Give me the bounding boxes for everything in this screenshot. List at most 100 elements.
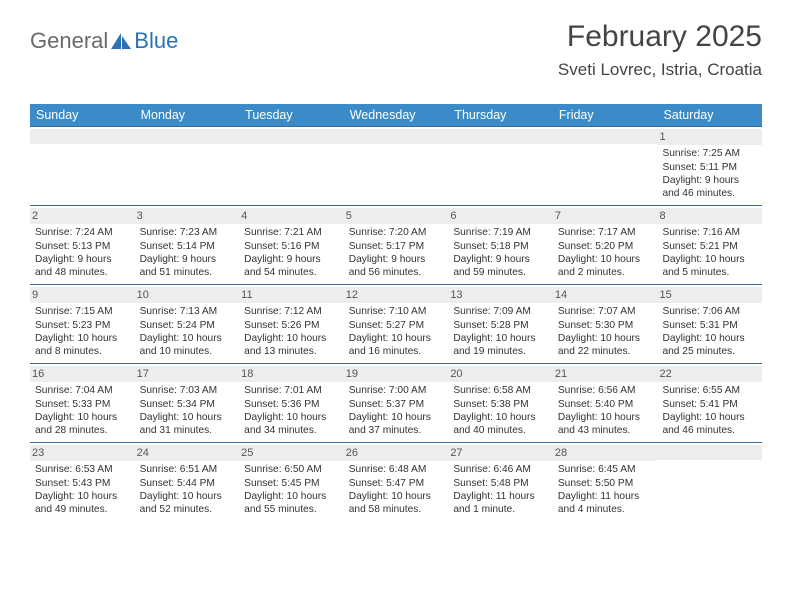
day-cell: 14Sunrise: 7:07 AMSunset: 5:30 PMDayligh…: [553, 285, 658, 363]
day-number: 10: [135, 287, 240, 303]
sunrise-text: Sunrise: 7:07 AM: [557, 305, 654, 318]
sunrise-text: Sunrise: 7:12 AM: [243, 305, 340, 318]
day-cell: 11Sunrise: 7:12 AMSunset: 5:26 PMDayligh…: [239, 285, 344, 363]
day-cell: 28Sunrise: 6:45 AMSunset: 5:50 PMDayligh…: [553, 443, 658, 521]
sunset-text: Sunset: 5:18 PM: [452, 240, 549, 253]
daylight-text: Daylight: 9 hours and 48 minutes.: [34, 253, 131, 280]
sunset-text: Sunset: 5:16 PM: [243, 240, 340, 253]
day-cell: 5Sunrise: 7:20 AMSunset: 5:17 PMDaylight…: [344, 206, 449, 284]
daylight-text: Daylight: 10 hours and 8 minutes.: [34, 332, 131, 359]
sunset-text: Sunset: 5:45 PM: [243, 477, 340, 490]
weekday-header-row: Sunday Monday Tuesday Wednesday Thursday…: [30, 104, 762, 126]
day-number: 27: [448, 445, 553, 461]
daylight-text: Daylight: 10 hours and 2 minutes.: [557, 253, 654, 280]
day-cell: 24Sunrise: 6:51 AMSunset: 5:44 PMDayligh…: [135, 443, 240, 521]
day-number: 2: [30, 208, 135, 224]
daylight-text: Daylight: 10 hours and 58 minutes.: [348, 490, 445, 517]
sunrise-text: Sunrise: 6:48 AM: [348, 463, 445, 476]
sunrise-text: Sunrise: 7:24 AM: [34, 226, 131, 239]
logo-text-blue: Blue: [134, 28, 178, 54]
sunrise-text: Sunrise: 6:46 AM: [452, 463, 549, 476]
daylight-text: Daylight: 9 hours and 54 minutes.: [243, 253, 340, 280]
day-cell: 19Sunrise: 7:00 AMSunset: 5:37 PMDayligh…: [344, 364, 449, 442]
sunrise-text: Sunrise: 7:01 AM: [243, 384, 340, 397]
logo-sail-icon: [110, 32, 132, 50]
daylight-text: Daylight: 10 hours and 22 minutes.: [557, 332, 654, 359]
sunrise-text: Sunrise: 7:23 AM: [139, 226, 236, 239]
sunrise-text: Sunrise: 7:21 AM: [243, 226, 340, 239]
day-cell: 1Sunrise: 7:25 AMSunset: 5:11 PMDaylight…: [657, 127, 762, 205]
day-number: 22: [657, 366, 762, 382]
day-number: 16: [30, 366, 135, 382]
daylight-text: Daylight: 10 hours and 13 minutes.: [243, 332, 340, 359]
day-cell: [553, 127, 658, 205]
weekday-header: Sunday: [30, 104, 135, 126]
sunrise-text: Sunrise: 6:56 AM: [557, 384, 654, 397]
sunset-text: Sunset: 5:28 PM: [452, 319, 549, 332]
daylight-text: Daylight: 11 hours and 4 minutes.: [557, 490, 654, 517]
weekday-header: Monday: [135, 104, 240, 126]
sunset-text: Sunset: 5:31 PM: [661, 319, 758, 332]
weekday-header: Saturday: [657, 104, 762, 126]
day-cell: [344, 127, 449, 205]
day-cell: 10Sunrise: 7:13 AMSunset: 5:24 PMDayligh…: [135, 285, 240, 363]
week-row: 9Sunrise: 7:15 AMSunset: 5:23 PMDaylight…: [30, 284, 762, 363]
day-cell: 21Sunrise: 6:56 AMSunset: 5:40 PMDayligh…: [553, 364, 658, 442]
day-number: [448, 129, 553, 144]
day-cell: 7Sunrise: 7:17 AMSunset: 5:20 PMDaylight…: [553, 206, 658, 284]
sunrise-text: Sunrise: 7:15 AM: [34, 305, 131, 318]
sunset-text: Sunset: 5:30 PM: [557, 319, 654, 332]
day-number: 26: [344, 445, 449, 461]
sunset-text: Sunset: 5:13 PM: [34, 240, 131, 253]
daylight-text: Daylight: 9 hours and 59 minutes.: [452, 253, 549, 280]
sunset-text: Sunset: 5:33 PM: [34, 398, 131, 411]
daylight-text: Daylight: 9 hours and 51 minutes.: [139, 253, 236, 280]
daylight-text: Daylight: 10 hours and 40 minutes.: [452, 411, 549, 438]
day-number: 23: [30, 445, 135, 461]
day-cell: 9Sunrise: 7:15 AMSunset: 5:23 PMDaylight…: [30, 285, 135, 363]
day-cell: 16Sunrise: 7:04 AMSunset: 5:33 PMDayligh…: [30, 364, 135, 442]
daylight-text: Daylight: 9 hours and 46 minutes.: [661, 174, 758, 201]
weekday-header: Friday: [553, 104, 658, 126]
title-block: February 2025 Sveti Lovrec, Istria, Croa…: [558, 20, 762, 80]
sunset-text: Sunset: 5:47 PM: [348, 477, 445, 490]
day-cell: 6Sunrise: 7:19 AMSunset: 5:18 PMDaylight…: [448, 206, 553, 284]
day-number: [30, 129, 135, 144]
day-number: 15: [657, 287, 762, 303]
sunset-text: Sunset: 5:24 PM: [139, 319, 236, 332]
day-number: 5: [344, 208, 449, 224]
daylight-text: Daylight: 10 hours and 16 minutes.: [348, 332, 445, 359]
day-number: 21: [553, 366, 658, 382]
sunrise-text: Sunrise: 7:19 AM: [452, 226, 549, 239]
sunrise-text: Sunrise: 7:06 AM: [661, 305, 758, 318]
sunrise-text: Sunrise: 7:20 AM: [348, 226, 445, 239]
day-number: 9: [30, 287, 135, 303]
sunrise-text: Sunrise: 6:50 AM: [243, 463, 340, 476]
sunset-text: Sunset: 5:38 PM: [452, 398, 549, 411]
day-cell: 23Sunrise: 6:53 AMSunset: 5:43 PMDayligh…: [30, 443, 135, 521]
logo-text-general: General: [30, 28, 108, 54]
day-cell: 8Sunrise: 7:16 AMSunset: 5:21 PMDaylight…: [657, 206, 762, 284]
daylight-text: Daylight: 10 hours and 5 minutes.: [661, 253, 758, 280]
day-number: 1: [657, 129, 762, 145]
day-cell: 18Sunrise: 7:01 AMSunset: 5:36 PMDayligh…: [239, 364, 344, 442]
day-cell: 2 Sunrise: 7:24 AMSunset: 5:13 PMDaylight…: [30, 206, 135, 284]
day-cell: [657, 443, 762, 521]
day-cell: 25Sunrise: 6:50 AMSunset: 5:45 PMDayligh…: [239, 443, 344, 521]
week-row: 1Sunrise: 7:25 AMSunset: 5:11 PMDaylight…: [30, 126, 762, 205]
header: General Blue February 2025 Sveti Lovrec,…: [30, 20, 762, 95]
day-number: 12: [344, 287, 449, 303]
day-number: 4: [239, 208, 344, 224]
day-number: 13: [448, 287, 553, 303]
day-number: 17: [135, 366, 240, 382]
day-number: [344, 129, 449, 144]
sunset-text: Sunset: 5:21 PM: [661, 240, 758, 253]
sunrise-text: Sunrise: 6:45 AM: [557, 463, 654, 476]
day-number: 3: [135, 208, 240, 224]
day-number: 25: [239, 445, 344, 461]
sunset-text: Sunset: 5:41 PM: [661, 398, 758, 411]
sunset-text: Sunset: 5:17 PM: [348, 240, 445, 253]
day-number: 7: [553, 208, 658, 224]
daylight-text: Daylight: 10 hours and 46 minutes.: [661, 411, 758, 438]
day-cell: 27Sunrise: 6:46 AMSunset: 5:48 PMDayligh…: [448, 443, 553, 521]
